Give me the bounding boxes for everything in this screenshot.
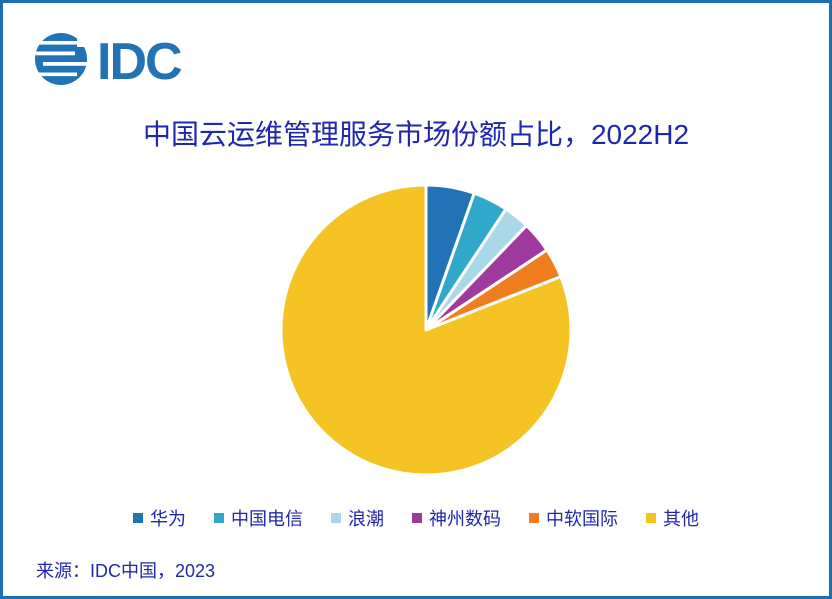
pie-svg [279, 183, 573, 477]
legend-item: 华为 [133, 505, 186, 531]
legend-label: 浪潮 [348, 509, 384, 529]
idc-logo: IDC [33, 31, 183, 92]
legend-item: 其他 [646, 505, 699, 531]
legend-label: 中软国际 [546, 509, 618, 529]
source-note: 来源：IDC中国，2023 [36, 561, 216, 581]
legend-swatch [214, 513, 224, 523]
legend-label: 华为 [150, 509, 186, 529]
legend-label: 中国电信 [231, 509, 303, 529]
legend-item: 神州数码 [412, 505, 501, 531]
legend-swatch [331, 513, 341, 523]
legend-label: 神州数码 [429, 509, 501, 529]
legend-item: 中国电信 [214, 505, 303, 531]
legend-item: 中软国际 [529, 505, 618, 531]
striped-globe-icon [33, 31, 89, 92]
legend-swatch [133, 513, 143, 523]
legend-swatch [529, 513, 539, 523]
legend-swatch [646, 513, 656, 523]
idc-logo-text: IDC [97, 32, 183, 91]
legend-swatch [412, 513, 422, 523]
pie-chart [266, 170, 586, 490]
legend-label: 其他 [663, 509, 699, 529]
pie-slice-5 [279, 183, 573, 477]
legend-item: 浪潮 [331, 505, 384, 531]
chart-legend: 华为 中国电信 浪潮 神州数码 中软国际 其他 [3, 505, 829, 531]
chart-title: 中国云运维管理服务市场份额占比，2022H2 [142, 119, 690, 150]
